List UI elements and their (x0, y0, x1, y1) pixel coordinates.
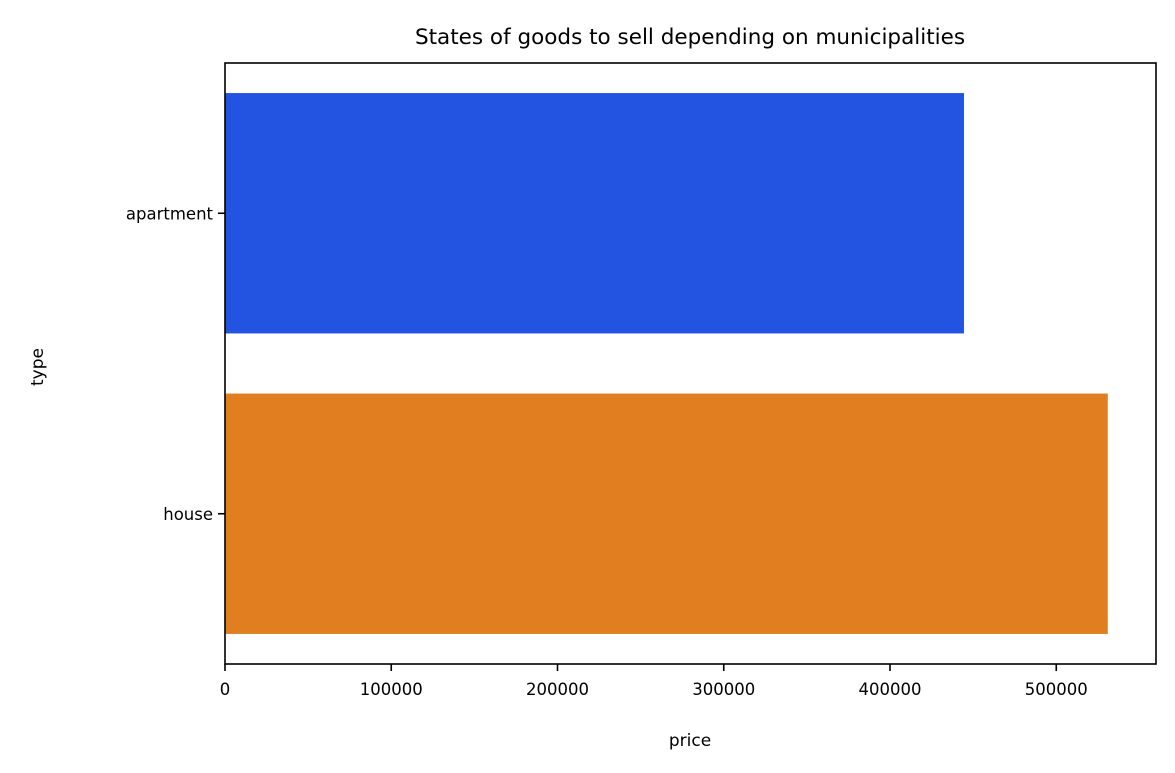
y-tick-label: house (163, 505, 213, 524)
y-tick-label: apartment (126, 204, 214, 223)
x-tick-label: 300000 (692, 680, 755, 699)
chart-title: States of goods to sell depending on mun… (415, 25, 965, 50)
x-axis-ticks: 0 100000 200000 300000 400000 500000 (220, 664, 1088, 699)
bar-apartment (225, 93, 964, 334)
x-tick-label: 400000 (859, 680, 922, 699)
x-axis-label: price (669, 731, 711, 751)
x-tick-label: 200000 (526, 680, 589, 699)
bar-house (225, 393, 1108, 634)
plot-frame (224, 62, 1157, 665)
x-tick-label: 0 (220, 680, 231, 699)
y-axis-ticks: apartment house (126, 204, 225, 524)
bar-group (225, 93, 1108, 634)
x-tick-label: 100000 (360, 680, 423, 699)
x-tick-label: 500000 (1025, 680, 1088, 699)
y-axis-label: type (28, 348, 48, 386)
